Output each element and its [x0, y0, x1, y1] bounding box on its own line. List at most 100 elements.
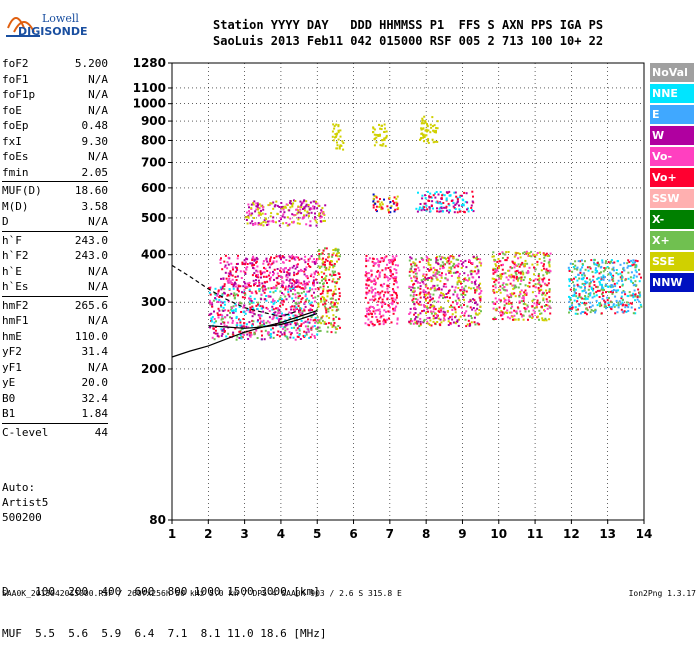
echo-point — [262, 285, 265, 288]
echo-point — [517, 269, 519, 272]
param-value: 5.200 — [74, 57, 108, 70]
echo-point — [395, 271, 398, 274]
echo-point — [311, 304, 314, 307]
echo-point — [296, 263, 299, 266]
echo-point — [416, 298, 419, 301]
echo-point — [322, 282, 325, 285]
echo-point — [381, 298, 384, 301]
echo-point — [436, 120, 439, 123]
x-tick-label: 6 — [349, 527, 357, 541]
echo-point — [219, 262, 222, 264]
echo-point — [593, 280, 596, 283]
echo-point — [455, 264, 458, 267]
echo-point — [572, 266, 575, 268]
echo-point — [592, 275, 595, 278]
echo-point — [324, 261, 326, 264]
echo-point — [302, 316, 305, 319]
echo-point — [396, 286, 399, 289]
echo-point — [224, 264, 227, 267]
echo-point — [600, 283, 603, 286]
echo-point — [428, 316, 431, 319]
echo-point — [383, 318, 386, 321]
echo-point — [301, 310, 304, 313]
param-row: foF1 N/A — [2, 72, 108, 88]
echo-point — [367, 291, 370, 294]
echo-point — [279, 269, 281, 272]
echo-point — [548, 265, 551, 268]
echo-point — [254, 282, 257, 284]
echo-point — [307, 205, 310, 208]
echo-point — [524, 310, 527, 313]
echo-point — [386, 276, 389, 279]
echo-point — [235, 317, 238, 319]
echo-point — [522, 273, 525, 276]
echo-point — [294, 301, 297, 304]
echo-point — [467, 210, 470, 213]
echo-point — [228, 277, 231, 280]
echo-point — [441, 194, 444, 197]
echo-point — [634, 261, 636, 264]
echo-point — [412, 271, 415, 274]
echo-point — [590, 286, 593, 289]
echo-point — [432, 320, 435, 323]
echo-point — [436, 259, 439, 262]
echo-point — [221, 285, 224, 288]
echo-point — [624, 306, 627, 309]
echo-point — [503, 286, 506, 289]
echo-point — [392, 309, 395, 312]
echo-point — [247, 338, 250, 340]
echo-point — [272, 207, 275, 210]
echo-point — [297, 205, 300, 208]
echo-point — [611, 268, 614, 271]
echo-point — [310, 316, 313, 318]
echo-point — [440, 202, 443, 205]
echo-point — [429, 299, 432, 302]
echo-point — [380, 208, 383, 211]
param-row: h`F2 243.0 — [2, 248, 108, 264]
echo-point — [278, 320, 280, 323]
echo-point — [377, 300, 380, 303]
echo-point — [282, 213, 285, 216]
echo-point — [419, 203, 422, 205]
echo-point — [251, 220, 254, 223]
echo-point — [438, 287, 441, 290]
echo-point — [268, 274, 270, 277]
echo-point — [599, 283, 602, 286]
echo-point — [251, 264, 254, 267]
echo-point — [457, 262, 460, 265]
echo-point — [260, 276, 262, 279]
param-row: D N/A — [2, 214, 108, 230]
echo-point — [336, 280, 339, 283]
echo-point — [589, 282, 592, 284]
echo-point — [389, 206, 392, 209]
echo-point — [506, 289, 508, 292]
echo-point — [462, 280, 465, 283]
echo-point — [251, 274, 254, 277]
echo-point — [569, 298, 572, 301]
echo-point — [297, 297, 300, 300]
echo-point — [324, 302, 327, 305]
echo-point — [274, 311, 277, 314]
echo-point — [287, 290, 290, 293]
echo-point — [638, 280, 641, 283]
echo-point — [546, 271, 549, 274]
echo-point — [425, 128, 428, 131]
echo-point — [334, 293, 337, 295]
echo-point — [259, 271, 262, 274]
echo-point — [598, 263, 601, 266]
echo-point — [503, 312, 506, 315]
echo-point — [335, 305, 338, 308]
echo-point — [327, 307, 330, 310]
echo-point — [220, 305, 223, 308]
echo-point — [239, 285, 242, 288]
echo-point — [389, 269, 392, 271]
echo-point — [412, 290, 415, 293]
echo-point — [260, 223, 263, 226]
echo-point — [305, 266, 308, 269]
echo-point — [300, 257, 303, 260]
echo-point — [276, 268, 279, 270]
echo-point — [317, 288, 320, 291]
echo-cluster — [419, 115, 439, 144]
echo-point — [246, 285, 248, 288]
echo-point — [609, 285, 612, 288]
